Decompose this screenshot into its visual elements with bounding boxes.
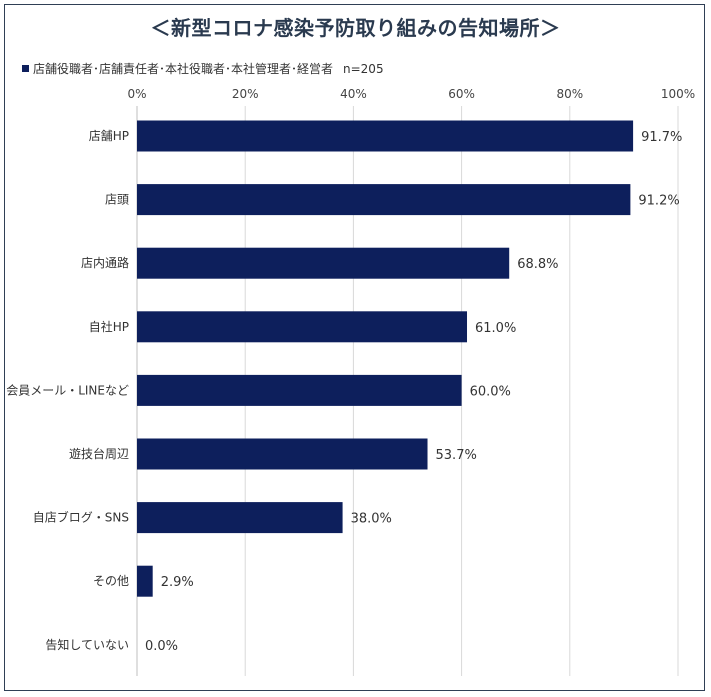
- data-label: 61.0%: [475, 321, 516, 336]
- category-label: その他: [93, 574, 129, 588]
- category-label: 自店ブログ・SNS: [33, 510, 129, 525]
- x-tick-label: 40%: [340, 87, 367, 101]
- chart-legend: 店舗役職者･店舗責任者･本社役職者･本社管理者･経営者 n=205: [22, 60, 384, 77]
- category-label: 告知していない: [45, 638, 129, 652]
- category-label: 店内通路: [81, 255, 129, 270]
- x-tick-label: 100%: [661, 87, 695, 101]
- bar: [137, 120, 634, 152]
- category-label: 自社HP: [89, 319, 129, 334]
- x-axis-ticks: 0% 20% 40% 60% 80% 100%: [127, 87, 695, 101]
- data-label: 60.0%: [470, 384, 511, 399]
- data-labels: 91.7% 91.2% 68.8% 61.0% 60.0% 53.7% 38.0% 2.9% 0…: [145, 130, 682, 654]
- data-label: 0.0%: [145, 639, 178, 654]
- legend-label: 店舗役職者･店舗責任者･本社役職者･本社管理者･経営者: [33, 62, 334, 76]
- data-label: 91.2%: [638, 194, 679, 209]
- data-label: 53.7%: [436, 448, 477, 463]
- bar: [137, 184, 631, 216]
- category-label: 会員メール・LINEなど: [6, 383, 129, 397]
- data-label: 38.0%: [351, 512, 392, 527]
- bar: [137, 502, 343, 534]
- category-label: 遊技台周辺: [69, 446, 129, 461]
- x-tick-label: 20%: [232, 87, 259, 101]
- data-label: 68.8%: [517, 257, 558, 272]
- category-label: 店頭: [105, 193, 129, 207]
- legend-sample-size: n=205: [343, 61, 384, 76]
- data-label: 2.9%: [161, 575, 194, 590]
- bars: [137, 120, 634, 597]
- chart-frame: [4, 4, 705, 691]
- bar: [137, 311, 468, 343]
- bar: [137, 438, 428, 470]
- data-label: 91.7%: [641, 130, 682, 145]
- x-tick-label: 60%: [448, 87, 475, 101]
- legend-swatch: [22, 65, 29, 72]
- category-label: 店舗HP: [89, 129, 129, 143]
- x-tick-label: 80%: [556, 87, 583, 101]
- bar: [137, 374, 462, 406]
- x-tick-label: 0%: [127, 87, 146, 101]
- chart-title: ＜新型コロナ感染予防取り組みの告知場所＞: [150, 16, 561, 40]
- bar: [137, 565, 153, 597]
- bar: [137, 247, 510, 279]
